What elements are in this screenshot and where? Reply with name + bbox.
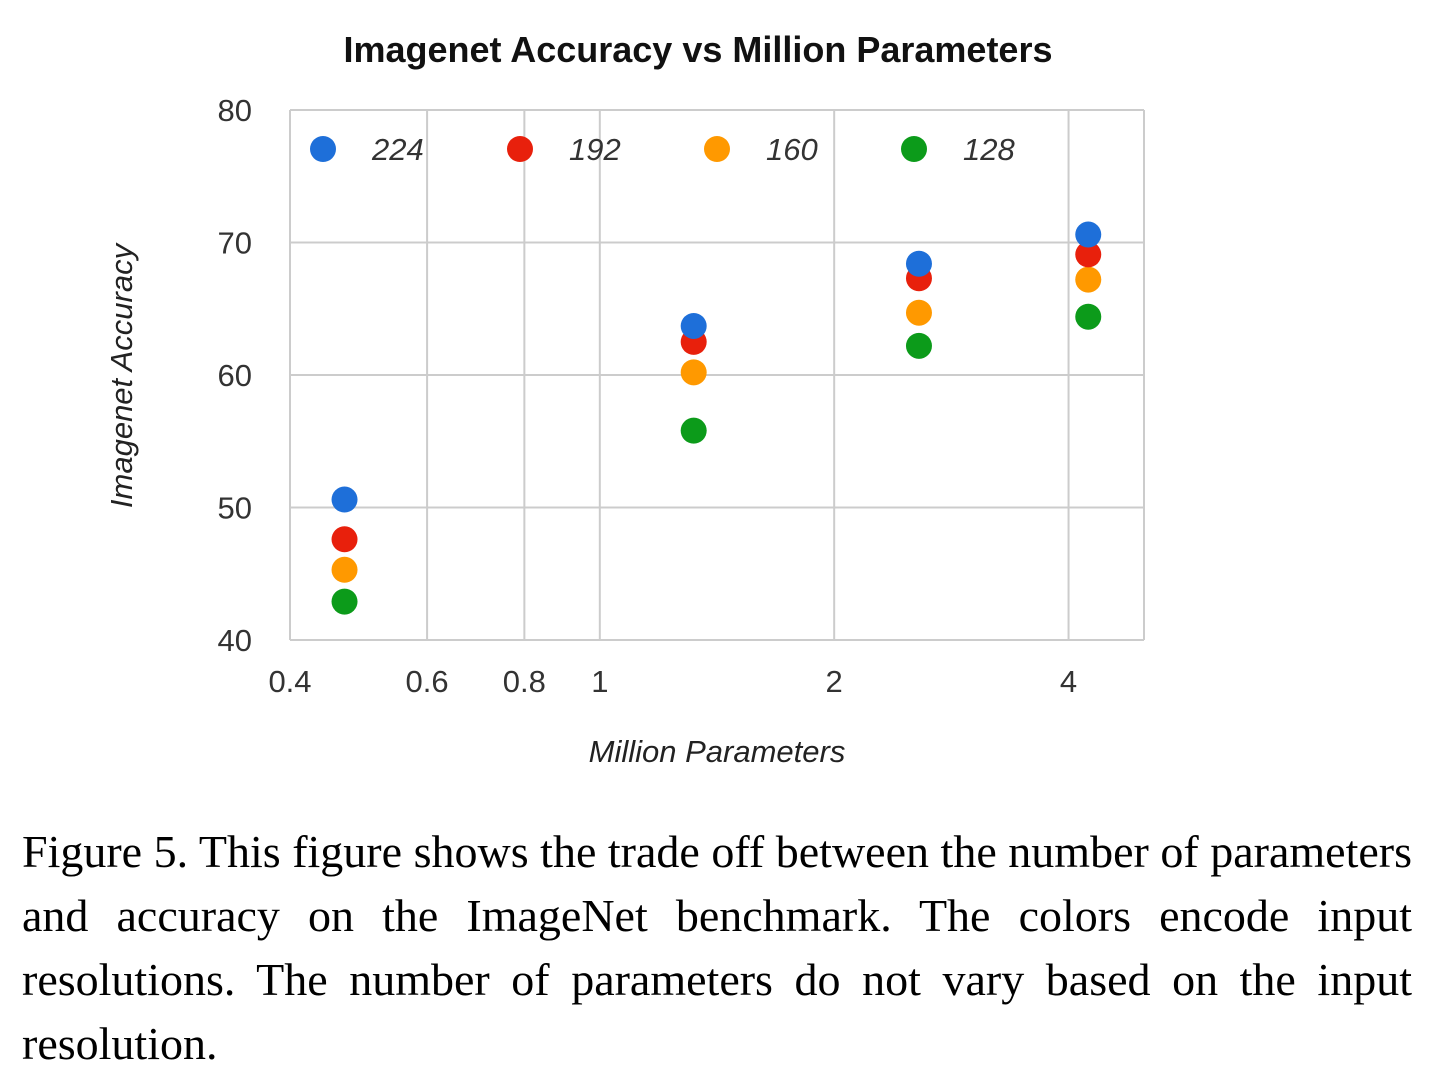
point-192-3 — [1075, 241, 1102, 268]
point-224-1 — [680, 312, 707, 339]
y-tick-label: 70 — [218, 226, 252, 261]
legend-label-192: 192 — [569, 132, 621, 167]
x-tick-label: 0.8 — [503, 664, 546, 699]
point-128-3 — [1075, 303, 1102, 330]
point-128-0 — [331, 588, 358, 615]
y-axis-label: Imagenet Accuracy — [104, 241, 139, 508]
legend: 224 192 160 128 — [310, 132, 1015, 167]
legend-label-224: 224 — [371, 132, 424, 167]
chart-title: Imagenet Accuracy vs Million Parameters — [344, 29, 1053, 70]
legend-marker-128 — [901, 136, 927, 162]
point-128-2 — [905, 332, 932, 359]
y-tick-label: 60 — [218, 358, 252, 393]
point-160-2 — [905, 299, 932, 326]
x-tick-label: 0.4 — [268, 664, 311, 699]
point-192-0 — [331, 526, 358, 553]
data-points — [331, 221, 1102, 615]
legend-marker-224 — [310, 136, 336, 162]
y-tick-label: 80 — [218, 93, 252, 128]
y-tick-label: 50 — [218, 491, 252, 526]
point-160-0 — [331, 556, 358, 583]
legend-label-128: 128 — [963, 132, 1015, 167]
grid — [289, 109, 1145, 641]
point-160-1 — [680, 359, 707, 386]
point-224-3 — [1075, 221, 1102, 248]
figure-caption: Figure 5. This figure shows the trade of… — [22, 826, 1412, 1069]
legend-label-160: 160 — [766, 132, 818, 167]
point-128-1 — [680, 417, 707, 444]
legend-marker-160 — [704, 136, 730, 162]
legend-marker-192 — [507, 136, 533, 162]
x-tick-label: 0.6 — [406, 664, 449, 699]
point-224-2 — [905, 250, 932, 277]
tick-labels: 40 50 60 70 80 0.4 0.6 0.8 1 2 4 — [218, 93, 1078, 699]
point-224-0 — [331, 486, 358, 513]
point-160-3 — [1075, 266, 1102, 293]
scatter-chart: Imagenet Accuracy vs Million Parameters … — [104, 29, 1145, 769]
x-tick-label: 4 — [1060, 664, 1077, 699]
x-tick-label: 2 — [826, 664, 843, 699]
x-axis-label: Million Parameters — [589, 734, 846, 769]
y-tick-label: 40 — [218, 623, 252, 658]
x-tick-label: 1 — [591, 664, 608, 699]
